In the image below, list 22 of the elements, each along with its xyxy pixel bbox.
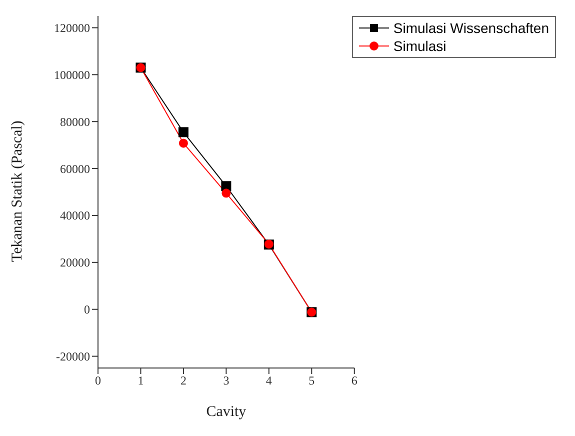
y-axis-title: Tekanan Statik (Pascal) (9, 120, 26, 262)
legend-label: Simulasi Wissenschaften (393, 19, 549, 37)
y-tick-label: 120000 (54, 20, 90, 35)
y-tick-label: 80000 (60, 114, 90, 129)
y-tick-label: 100000 (54, 68, 90, 82)
point (178, 127, 188, 138)
y-tick-label: 0 (84, 302, 90, 317)
point (178, 138, 188, 148)
y-tick-label: 20000 (60, 256, 90, 270)
x-axis-title: Cavity (206, 404, 247, 420)
y-tick-label: 60000 (60, 162, 90, 176)
y-tick-label: 40000 (60, 208, 90, 223)
x-tick-label: 5 (308, 374, 315, 388)
x-tick-label: 1 (138, 374, 144, 388)
x-tick-label: 4 (266, 374, 272, 388)
x-tick-label: 2 (180, 374, 186, 388)
x-tick-label: 6 (351, 374, 358, 388)
legend-label: Simulasi (393, 37, 446, 55)
x-tick-label: 0 (95, 374, 101, 388)
x-tick-label: 3 (223, 374, 230, 388)
point (222, 188, 231, 198)
y-tick-label: -20000 (56, 350, 90, 364)
